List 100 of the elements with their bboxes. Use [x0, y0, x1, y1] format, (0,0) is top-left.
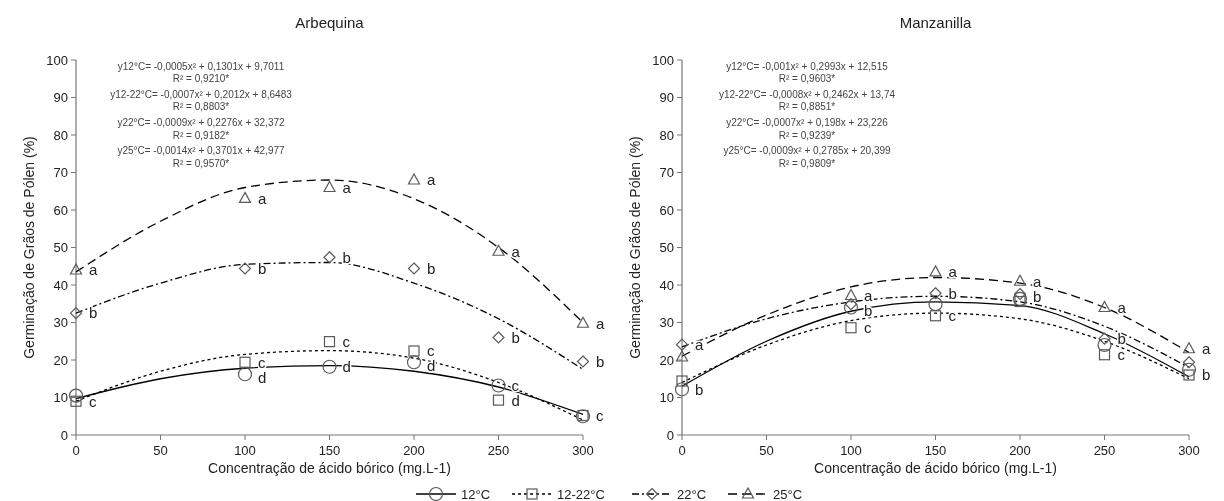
y-tick-label: 0 [666, 427, 674, 443]
x-tick-label: 300 [1178, 443, 1200, 458]
point [492, 394, 505, 406]
point [1183, 369, 1195, 381]
data-label: b [1202, 366, 1211, 384]
y-tick-label: 0 [60, 427, 68, 443]
annotation: y12°C= -0,0005x² + 0,1301x + 9,7011 [117, 61, 285, 72]
annotation: y25°C= -0,0014x² + 0,3701x + 42,977 [117, 145, 286, 157]
data-label: a [596, 314, 605, 332]
annotation: R² = 0,8803* [172, 101, 230, 113]
y-tick-label: 10 [53, 390, 68, 406]
legend-label: 12°C [461, 486, 491, 501]
y-tick-label: 10 [659, 390, 674, 406]
data-label: c [864, 319, 872, 336]
point [323, 251, 336, 264]
y-tick-label: 60 [659, 202, 674, 218]
data-label: c [342, 332, 351, 350]
data-label: a [1033, 272, 1042, 290]
point [1182, 342, 1196, 354]
legend-label: 25°C [773, 486, 803, 501]
data-label: b [695, 380, 704, 398]
point [843, 300, 859, 315]
point [238, 262, 252, 275]
data-label: b [89, 304, 98, 322]
point [845, 322, 857, 334]
data-label: d [258, 368, 267, 386]
y-tick-label: 30 [659, 315, 674, 331]
y-tick-label: 60 [53, 202, 68, 218]
x-tick-label: 0 [678, 443, 686, 458]
point [929, 310, 942, 322]
y-tick-label: 20 [659, 352, 674, 368]
legend-label: 22°C [677, 486, 707, 501]
y-axis-title: Germinação de Grãos de Pólen (%) [627, 136, 643, 359]
data-label: b [1033, 287, 1042, 305]
point [1098, 300, 1111, 313]
data-label: a [258, 189, 267, 207]
x-tick-label: 300 [572, 443, 594, 458]
point [1013, 274, 1027, 286]
point [674, 382, 690, 397]
point [323, 180, 336, 193]
point [1013, 287, 1027, 301]
annotation: R² = 0,9809* [778, 157, 836, 169]
y-tick-label: 90 [53, 90, 68, 106]
x-tick-label: 0 [72, 443, 80, 458]
point [408, 345, 420, 357]
annotation: R² = 0,8851* [778, 101, 836, 113]
data-label: b [427, 259, 436, 277]
x-tick-label: 50 [153, 443, 168, 458]
point [1098, 332, 1111, 345]
point [844, 288, 858, 301]
point [407, 173, 421, 185]
data-label: c [427, 342, 435, 360]
annotation: R² = 0,9239* [778, 129, 836, 141]
annotation: y22°C= -0,0007x² + 0,198x + 23,226 [726, 117, 889, 129]
y-tick-label: 50 [659, 240, 674, 256]
data-label: d [511, 391, 520, 409]
y-axis-title: Germinação de Grãos de Pólen (%) [21, 136, 37, 359]
point [406, 355, 422, 370]
data-label: c [948, 307, 957, 324]
data-label: a [1202, 340, 1211, 357]
data-label: d [427, 357, 436, 375]
point [844, 298, 858, 311]
annotation: y25°C= -0,0009x² + 0,2785x + 20,399 [723, 145, 892, 157]
data-label: a [89, 261, 98, 279]
y-tick-label: 20 [53, 352, 68, 368]
point [675, 350, 689, 362]
point [576, 316, 590, 328]
data-label: c [258, 353, 266, 371]
data-label: b [596, 352, 605, 370]
point [675, 338, 689, 351]
data-label: b [342, 248, 351, 266]
x-axis-title: Concentração de ácido bórico (mg.L-1) [208, 460, 451, 476]
point [929, 265, 942, 277]
data-label: b [511, 328, 520, 346]
point [491, 378, 506, 393]
point [68, 388, 84, 403]
chart-title: Manzanilla [899, 14, 972, 31]
x-tick-label: 150 [318, 443, 341, 458]
y-tick-label: 70 [53, 165, 68, 181]
y-tick-label: 30 [53, 315, 68, 331]
annotation: y12°C= -0,001x² + 0,2993x + 12,515 [726, 61, 889, 72]
y-tick-label: 40 [659, 277, 674, 293]
annotation: y12-22°C= -0,0007x² + 0,2012x + 8,6483 [110, 89, 293, 101]
annotation: R² = 0,9570* [172, 157, 230, 169]
annotation: R² = 0,9210* [172, 73, 230, 85]
point [1182, 356, 1196, 369]
x-tick-label: 150 [924, 443, 947, 458]
point [576, 355, 590, 368]
y-tick-label: 70 [659, 165, 674, 181]
data-label: a [427, 171, 436, 189]
point [1181, 362, 1197, 377]
data-label: a [511, 242, 521, 260]
point [676, 375, 688, 387]
point [492, 331, 505, 344]
x-tick-label: 250 [487, 443, 510, 458]
data-label: c [89, 392, 97, 410]
point [70, 395, 82, 407]
data-label: a [342, 178, 352, 196]
x-tick-label: 100 [234, 443, 256, 458]
point [1014, 295, 1026, 308]
